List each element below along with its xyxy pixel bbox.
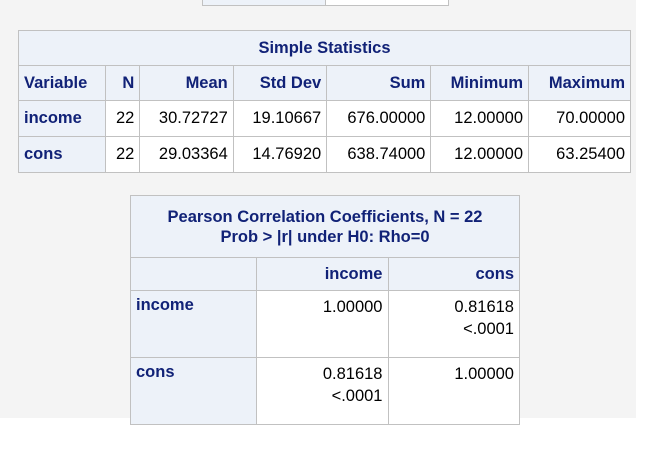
correlation-cell: 0.81618 <.0001 xyxy=(256,357,389,425)
cell-maximum: 70.00000 xyxy=(528,100,631,137)
cell-std-dev: 14.76920 xyxy=(232,136,328,173)
column-header-cons: cons xyxy=(387,257,520,291)
header-row: Variable N Mean Std Dev Sum Minimum Maxi… xyxy=(18,65,631,101)
cell-sum: 676.00000 xyxy=(326,100,432,137)
row-header: cons xyxy=(130,357,257,425)
column-header-n: N xyxy=(104,65,141,101)
column-header-std-dev: Std Dev xyxy=(232,65,328,101)
right-margin xyxy=(636,0,663,453)
cell-n: 22 xyxy=(104,100,141,137)
column-header-mean: Mean xyxy=(139,65,234,101)
column-header-variable: Variable xyxy=(18,65,106,101)
table-row: income 22 30.72727 19.10667 676.00000 12… xyxy=(18,100,631,137)
fragment-cell xyxy=(202,0,326,6)
header-row: income cons xyxy=(130,257,520,291)
table-row: cons 22 29.03364 14.76920 638.74000 12.0… xyxy=(18,136,631,173)
cell-minimum: 12.00000 xyxy=(430,136,529,173)
title-line-1: Pearson Correlation Coefficients, N = 22 xyxy=(167,207,483,226)
table-title: Pearson Correlation Coefficients, N = 22… xyxy=(130,195,520,258)
simple-statistics-table: Simple Statistics Variable N Mean Std De… xyxy=(18,30,631,173)
table-title: Simple Statistics xyxy=(18,30,631,66)
cell-mean: 29.03364 xyxy=(139,136,234,173)
title-line-2: Prob > |r| under H0: Rho=0 xyxy=(220,227,430,246)
cell-std-dev: 19.10667 xyxy=(232,100,328,137)
table-row: income 1.00000 0.81618 <.0001 xyxy=(130,290,520,358)
p-value: <.0001 xyxy=(463,320,514,338)
cell-maximum: 63.25400 xyxy=(528,136,631,173)
correlation-cell: 1.00000 xyxy=(387,357,520,425)
table-row: cons 0.81618 <.0001 1.00000 xyxy=(130,357,520,425)
previous-table-fragment xyxy=(202,0,449,6)
corner-cell xyxy=(130,257,257,291)
correlation-cell: 0.81618 <.0001 xyxy=(387,290,520,358)
cell-minimum: 12.00000 xyxy=(430,100,529,137)
fragment-cell xyxy=(325,0,449,6)
pearson-correlation-table: Pearson Correlation Coefficients, N = 22… xyxy=(130,195,520,425)
column-header-maximum: Maximum xyxy=(528,65,631,101)
correlation-value: 0.81618 xyxy=(454,298,514,316)
row-header: cons xyxy=(18,136,106,173)
p-value: <.0001 xyxy=(331,387,383,405)
cell-sum: 638.74000 xyxy=(326,136,432,173)
column-header-sum: Sum xyxy=(326,65,432,101)
correlation-value: 0.81618 xyxy=(322,365,383,383)
correlation-value: 1.00000 xyxy=(454,365,514,383)
column-header-income: income xyxy=(256,257,389,291)
column-header-minimum: Minimum xyxy=(430,65,529,101)
cell-mean: 30.72727 xyxy=(139,100,234,137)
row-header: income xyxy=(130,290,257,358)
correlation-cell: 1.00000 xyxy=(256,290,389,358)
correlation-value: 1.00000 xyxy=(322,298,383,316)
cell-n: 22 xyxy=(104,136,141,173)
row-header: income xyxy=(18,100,106,137)
